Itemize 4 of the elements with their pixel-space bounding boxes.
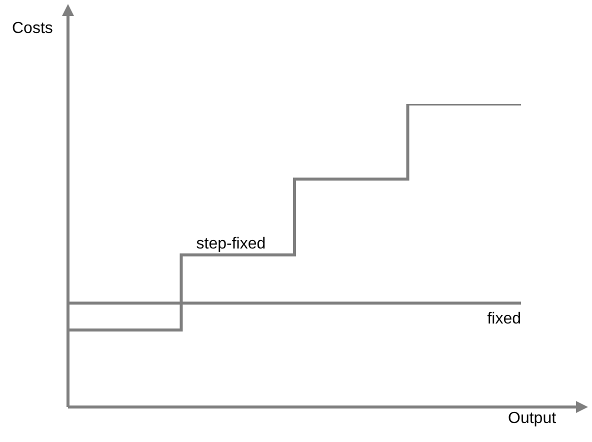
y-axis-title: Costs [12, 20, 53, 38]
series-label: step-fixed [196, 235, 266, 252]
series-label: fixed [487, 310, 521, 328]
x-axis-title: Output [508, 410, 556, 428]
